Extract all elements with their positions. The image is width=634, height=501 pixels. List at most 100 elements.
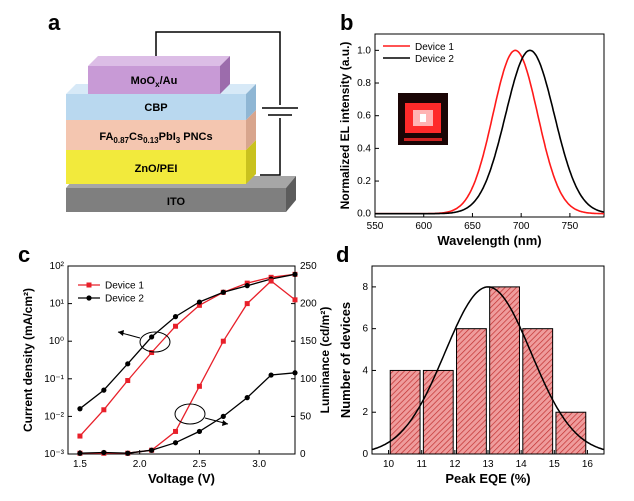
wire-bottom [260, 118, 281, 176]
x-tick-label: 2.5 [192, 459, 206, 470]
chart-el-spectra: 550 600 650 700 750 0.0 0.2 0.4 0.6 0.8 1.0 Wavelen… [338, 33, 605, 248]
histogram-bar [489, 286, 520, 455]
data-point [125, 361, 131, 367]
data-point [268, 372, 274, 378]
legend-label-device-1: Device 1 [415, 42, 454, 53]
data-point [101, 449, 107, 456]
data-point [196, 428, 203, 435]
histogram-bar [422, 369, 454, 455]
data-point [149, 334, 155, 340]
data-point [101, 407, 107, 413]
y-tick-label: 0.2 [357, 176, 371, 187]
y-left-tick-label: 10¹ [50, 299, 65, 310]
chart-jvl: 1.5 2.0 2.5 3.0 10⁻³ 0 10⁻² 50 10⁻¹ 100 10⁰ 150 10¹ 2… [21, 261, 332, 486]
x-tick-label: 2.0 [133, 459, 147, 470]
layer-moox: MoOx/Au [88, 56, 230, 94]
data-point [77, 450, 83, 456]
x-tick-label: 15 [549, 459, 561, 470]
data-point [196, 302, 202, 308]
y-tick-label: 0 [362, 449, 368, 460]
x-tick-label: 14 [516, 459, 528, 470]
series-line-left-1 [79, 273, 296, 437]
data-point [220, 338, 226, 344]
x-axis-label: Wavelength (nm) [437, 233, 541, 248]
layer-label-zno: ZnO/PEI [135, 163, 178, 175]
data-point [172, 440, 179, 446]
x-tick-label: 550 [367, 221, 384, 232]
annotation-ellipse-luminance [174, 403, 206, 425]
x-tick-label: 1.5 [73, 459, 87, 470]
chart-eqe-histogram: 10 11 12 13 14 15 16 0 2 4 6 8 Peak EQE (%) Number of… [338, 265, 605, 486]
y-left-tick-label: 10⁻² [44, 411, 64, 422]
series-line-right-1 [79, 280, 296, 454]
data-point [292, 297, 298, 303]
panel-label-a: a [48, 10, 61, 35]
data-point [268, 278, 274, 284]
arrow-head-right [222, 420, 228, 426]
y-left-tick-label: 10⁰ [49, 336, 64, 347]
data-point [125, 450, 131, 456]
x-tick-label: 13 [482, 459, 494, 470]
x-tick-label: 10 [383, 459, 395, 470]
panel-label-b: b [340, 10, 353, 35]
data-point [77, 406, 83, 412]
x-tick-label: 12 [449, 459, 461, 470]
y-left-tick-label: 10⁻¹ [44, 374, 64, 385]
y-axis-label: Number of devices [338, 302, 353, 418]
panel-label-d: d [336, 242, 349, 267]
x-tick-label: 16 [582, 459, 594, 470]
y-tick-label: 4 [362, 365, 368, 376]
arrow-head-left [118, 330, 124, 336]
wire-top [155, 31, 281, 105]
y-right-tick-label: 100 [300, 374, 317, 385]
series-line-right-2 [79, 372, 296, 454]
y-tick-label: 0.4 [357, 143, 371, 154]
x-axis-label: Peak EQE (%) [445, 471, 530, 486]
x-tick-label: 600 [415, 221, 432, 232]
legend-label-device-2: Device 2 [105, 294, 144, 305]
data-point [173, 428, 179, 434]
y-tick-label: 1.0 [357, 45, 371, 56]
y-right-tick-label: 0 [300, 449, 306, 460]
inset-device-photo [398, 93, 448, 145]
x-tick-label: 3.0 [252, 459, 266, 470]
data-point [101, 387, 107, 393]
data-point [172, 314, 179, 320]
y-left-tick-label: 10² [50, 261, 65, 272]
legend-marker [86, 295, 92, 301]
y-tick-label: 8 [362, 282, 368, 293]
data-point [220, 413, 226, 419]
x-tick-label: 650 [464, 221, 481, 232]
panel-label-c: c [18, 242, 30, 267]
plot-frame [67, 265, 296, 455]
x-tick-label: 11 [417, 459, 428, 470]
x-tick-label: 700 [513, 221, 530, 232]
data-point [244, 301, 250, 307]
battery-icon [262, 107, 298, 116]
histogram-bar [456, 328, 487, 455]
layer-label-ito: ITO [167, 196, 186, 208]
legend-label-device-2: Device 2 [415, 54, 454, 65]
y-left-tick-label: 10⁻³ [44, 449, 64, 460]
annotation-ellipse-current [139, 331, 171, 353]
legend-marker [86, 282, 92, 288]
x-tick-label: 750 [562, 221, 579, 232]
x-axis-label: Voltage (V) [148, 471, 215, 486]
y-left-axis-label: Current density (mA/cm²) [21, 288, 35, 432]
data-point [149, 350, 155, 356]
y-tick-label: 0.6 [357, 111, 371, 122]
y-right-tick-label: 150 [300, 336, 317, 347]
histogram-bar [389, 369, 421, 455]
layer-label-moox: MoOx/Au [131, 75, 178, 89]
y-tick-label: 6 [362, 324, 368, 335]
y-axis-label: Normalized EL intensity (a.u.) [338, 42, 352, 210]
data-point [244, 283, 250, 289]
data-point [173, 323, 179, 329]
layer-label-cbp: CBP [144, 102, 167, 114]
data-point [196, 383, 202, 389]
data-point [125, 378, 131, 384]
y-tick-label: 0.8 [357, 78, 371, 89]
y-tick-label: 2 [362, 407, 368, 418]
plot-frame [374, 33, 605, 218]
